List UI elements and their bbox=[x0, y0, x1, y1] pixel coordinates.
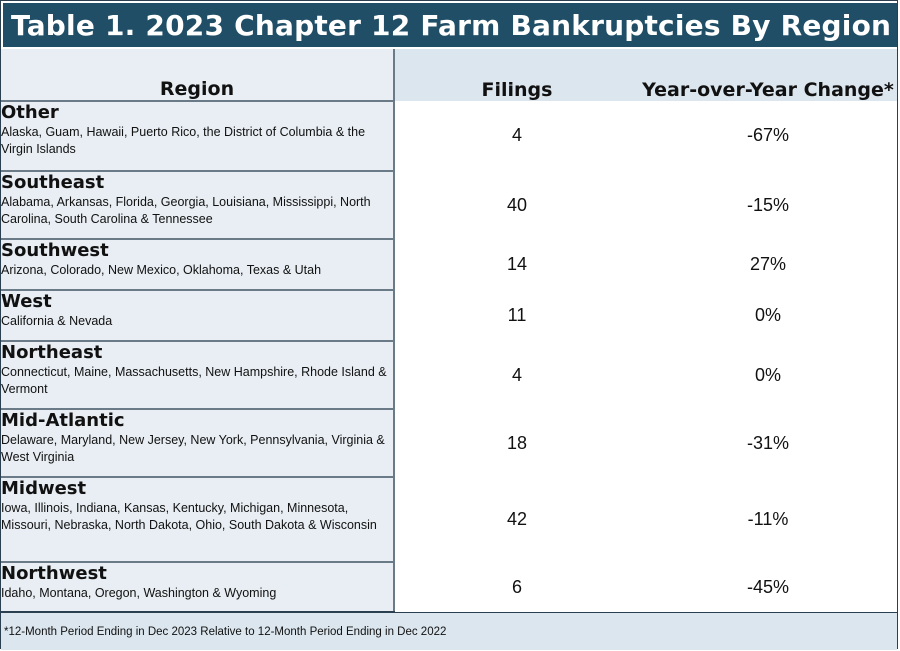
filings-cell: 42 bbox=[394, 477, 639, 563]
region-cell: Southeast Alabama, Arkansas, Florida, Ge… bbox=[1, 171, 395, 240]
change-cell: -67% bbox=[639, 101, 897, 172]
table-row: Midwest Iowa, Illinois, Indiana, Kansas,… bbox=[1, 477, 897, 563]
table-row: West California & Nevada 11 0% bbox=[1, 290, 897, 342]
region-cell: West California & Nevada bbox=[1, 290, 395, 342]
region-states: Delaware, Maryland, New Jersey, New York… bbox=[1, 433, 385, 464]
region-name: Southwest bbox=[1, 240, 109, 261]
region-states: Idaho, Montana, Oregon, Washington & Wyo… bbox=[1, 586, 277, 600]
change-cell: 0% bbox=[639, 290, 897, 342]
change-cell: -45% bbox=[639, 562, 897, 613]
filings-cell: 4 bbox=[394, 101, 639, 172]
table-row: Northwest Idaho, Montana, Oregon, Washin… bbox=[1, 562, 897, 613]
change-cell: 27% bbox=[639, 239, 897, 291]
bankruptcy-table: Region Filings Year-over-Year Change* Ot… bbox=[1, 49, 897, 613]
table-title: Table 1. 2023 Chapter 12 Farm Bankruptci… bbox=[11, 8, 892, 42]
filings-cell: 18 bbox=[394, 409, 639, 478]
table-row: Other Alaska, Guam, Hawaii, Puerto Rico,… bbox=[1, 101, 897, 172]
region-name: Other bbox=[1, 102, 59, 123]
change-cell: -15% bbox=[639, 171, 897, 240]
region-states: Connecticut, Maine, Massachusetts, New H… bbox=[1, 365, 387, 396]
region-name: Southeast bbox=[1, 172, 105, 193]
region-name: Northeast bbox=[1, 342, 103, 363]
filings-cell: 4 bbox=[394, 341, 639, 410]
region-name: West bbox=[1, 291, 52, 312]
change-cell: -11% bbox=[639, 477, 897, 563]
region-states: Iowa, Illinois, Indiana, Kansas, Kentuck… bbox=[1, 501, 377, 532]
change-cell: -31% bbox=[639, 409, 897, 478]
region-cell: Mid-Atlantic Delaware, Maryland, New Jer… bbox=[1, 409, 395, 478]
filings-header: Filings bbox=[394, 49, 639, 101]
footnote-bar: *12-Month Period Ending in Dec 2023 Rela… bbox=[1, 612, 897, 650]
region-cell: Other Alaska, Guam, Hawaii, Puerto Rico,… bbox=[1, 101, 395, 172]
region-states: Alabama, Arkansas, Florida, Georgia, Lou… bbox=[1, 195, 371, 226]
change-cell: 0% bbox=[639, 341, 897, 410]
filings-cell: 11 bbox=[394, 290, 639, 342]
region-name: Mid-Atlantic bbox=[1, 410, 125, 431]
region-cell: Northwest Idaho, Montana, Oregon, Washin… bbox=[1, 562, 395, 613]
region-states: California & Nevada bbox=[1, 314, 113, 328]
region-name: Midwest bbox=[1, 478, 87, 499]
table-row: Northeast Connecticut, Maine, Massachuse… bbox=[1, 341, 897, 410]
region-name: Northwest bbox=[1, 563, 107, 584]
change-header: Year-over-Year Change* bbox=[639, 49, 897, 101]
table-row: Southeast Alabama, Arkansas, Florida, Ge… bbox=[1, 171, 897, 240]
table-row: Mid-Atlantic Delaware, Maryland, New Jer… bbox=[1, 409, 897, 478]
filings-cell: 14 bbox=[394, 239, 639, 291]
header-row: Region Filings Year-over-Year Change* bbox=[1, 49, 897, 102]
footnote: *12-Month Period Ending in Dec 2023 Rela… bbox=[4, 625, 447, 638]
table-title-bar: Table 1. 2023 Chapter 12 Farm Bankruptci… bbox=[3, 3, 897, 47]
region-states: Arizona, Colorado, New Mexico, Oklahoma,… bbox=[1, 263, 322, 277]
filings-cell: 40 bbox=[394, 171, 639, 240]
region-cell: Midwest Iowa, Illinois, Indiana, Kansas,… bbox=[1, 477, 395, 563]
filings-cell: 6 bbox=[394, 562, 639, 613]
region-header: Region bbox=[1, 49, 395, 102]
region-cell: Northeast Connecticut, Maine, Massachuse… bbox=[1, 341, 395, 410]
table-row: Southwest Arizona, Colorado, New Mexico,… bbox=[1, 239, 897, 291]
region-states: Alaska, Guam, Hawaii, Puerto Rico, the D… bbox=[1, 125, 366, 156]
region-cell: Southwest Arizona, Colorado, New Mexico,… bbox=[1, 239, 395, 291]
